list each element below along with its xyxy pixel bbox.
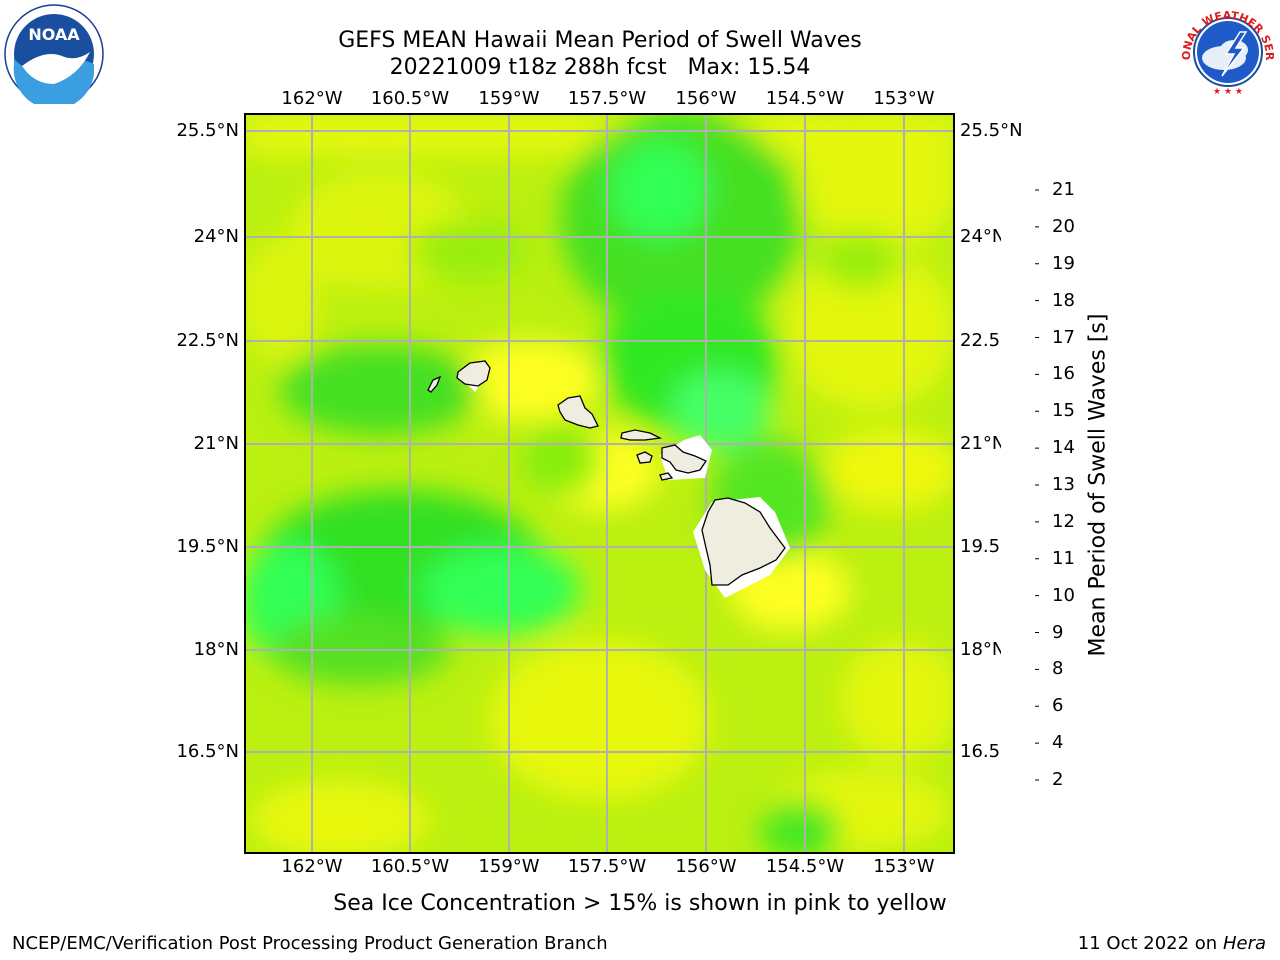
kahoolawe-island: [659, 472, 674, 481]
colorbar-tick-label: 2: [1052, 769, 1064, 790]
colorbar-tick-label: 4: [1052, 732, 1064, 754]
footer-machine: Hera: [1222, 933, 1266, 954]
lat-tick-left-24n: 24°N: [193, 226, 239, 247]
niihau-island: [427, 375, 442, 393]
lanai-island: [636, 451, 653, 464]
colorbar-tick-label: 16: [1052, 363, 1075, 385]
chart-title-line2: 20221009 t18z 288h fcst Max: 15.54: [389, 55, 811, 80]
lat-tick-left-16-5n: 16.5°N: [176, 741, 239, 762]
colorbar-tick-label: 13: [1052, 474, 1075, 495]
lon-tick-top-156w: 156°W: [675, 88, 737, 109]
lon-tick-bottom-162w: 162°W: [281, 856, 343, 877]
lat-tick-left-25-5n: 25.5°N: [176, 120, 239, 141]
chart-title-line1: GEFS MEAN Hawaii Mean Period of Swell Wa…: [338, 28, 862, 53]
colorbar-tick-label: 17: [1052, 326, 1075, 348]
map-frame: [244, 113, 955, 854]
lon-tick-bottom-156w: 156°W: [675, 856, 737, 877]
lat-tick-right-19-5n: 19.5: [960, 536, 1001, 557]
lat-tick-right-24n: 24°N: [960, 226, 1006, 247]
lat-tick-left-21n: 21°N: [193, 433, 239, 454]
colorbar-tick-label: 9: [1052, 621, 1064, 643]
colorbar-tick-label: 10: [1052, 584, 1075, 606]
lat-tick-right-22-5n: 22.5: [960, 330, 1001, 351]
lat-tick-left-19-5n: 19.5°N: [176, 536, 239, 557]
colorbar-backing: [1001, 186, 1035, 782]
sea-ice-caption: Sea Ice Concentration > 15% is shown in …: [333, 891, 947, 916]
colorbar-title: Mean Period of Swell Waves [s]: [1085, 313, 1111, 657]
lon-tick-top-159w: 159°W: [478, 88, 540, 109]
lat-tick-right-21n: 21°N: [960, 433, 1006, 454]
oahu-island: [557, 395, 599, 429]
kauai-island: [456, 360, 491, 387]
colorbar-tick-label: 6: [1052, 695, 1064, 717]
big-island: [701, 497, 786, 586]
lon-tick-bottom-160-5w: 160.5°W: [370, 856, 450, 877]
swell-period-field: [245, 114, 954, 853]
lat-tick-left-22-5n: 22.5°N: [176, 330, 239, 351]
colorbar-tick-label: 12: [1052, 510, 1075, 532]
footer-producer: NCEP/EMC/Verification Post Processing Pr…: [12, 933, 608, 954]
hawaiian-islands: [427, 360, 790, 598]
colorbar-tick-label: 14: [1052, 437, 1075, 459]
lat-tick-left-18n: 18°N: [193, 639, 239, 660]
lon-tick-bottom-154-5w: 154.5°W: [765, 856, 845, 877]
lat-tick-right-18n: 18°N: [960, 639, 1006, 660]
lat-tick-right-16-5n: 16.5: [960, 741, 1001, 762]
footer-date: 11 Oct 2022 on: [1077, 933, 1223, 954]
lon-tick-top-154-5w: 154.5°W: [765, 88, 845, 109]
lon-tick-top-162w: 162°W: [281, 88, 343, 109]
lon-tick-top-153w: 153°W: [873, 88, 935, 109]
colorbar-tick-label: 11: [1052, 547, 1075, 569]
colorbar-tick-label: 8: [1052, 658, 1064, 680]
lon-tick-bottom-157-5w: 157.5°W: [567, 856, 647, 877]
footer-timestamp: 11 Oct 2022 on Hera: [1078, 933, 1266, 954]
colorbar-tick-label: 15: [1052, 400, 1075, 422]
lon-tick-top-157-5w: 157.5°W: [567, 88, 647, 109]
lon-tick-top-160-5w: 160.5°W: [370, 88, 450, 109]
lon-tick-bottom-153w: 153°W: [873, 856, 935, 877]
colorbar-tick-label: 21: [1052, 179, 1075, 200]
colorbar-tick-label: 20: [1052, 215, 1075, 237]
svg-text:★ ★ ★: ★ ★ ★: [1213, 87, 1243, 97]
colorbar-tick-label: 19: [1052, 252, 1075, 274]
colorbar-tick-label: 18: [1052, 289, 1075, 311]
nws-logo: NATIONAL WEATHER SERVICE ★ ★ ★: [1173, 0, 1278, 102]
molokai-island: [620, 429, 663, 441]
lat-tick-right-25-5n: 25.5°N: [960, 120, 1023, 141]
maui-island: [661, 444, 707, 474]
lon-tick-bottom-159w: 159°W: [478, 856, 540, 877]
noaa-logo: NOAA: [4, 4, 104, 110]
noaa-logo-text: NOAA: [28, 25, 80, 44]
map-gridlines: [245, 114, 954, 853]
